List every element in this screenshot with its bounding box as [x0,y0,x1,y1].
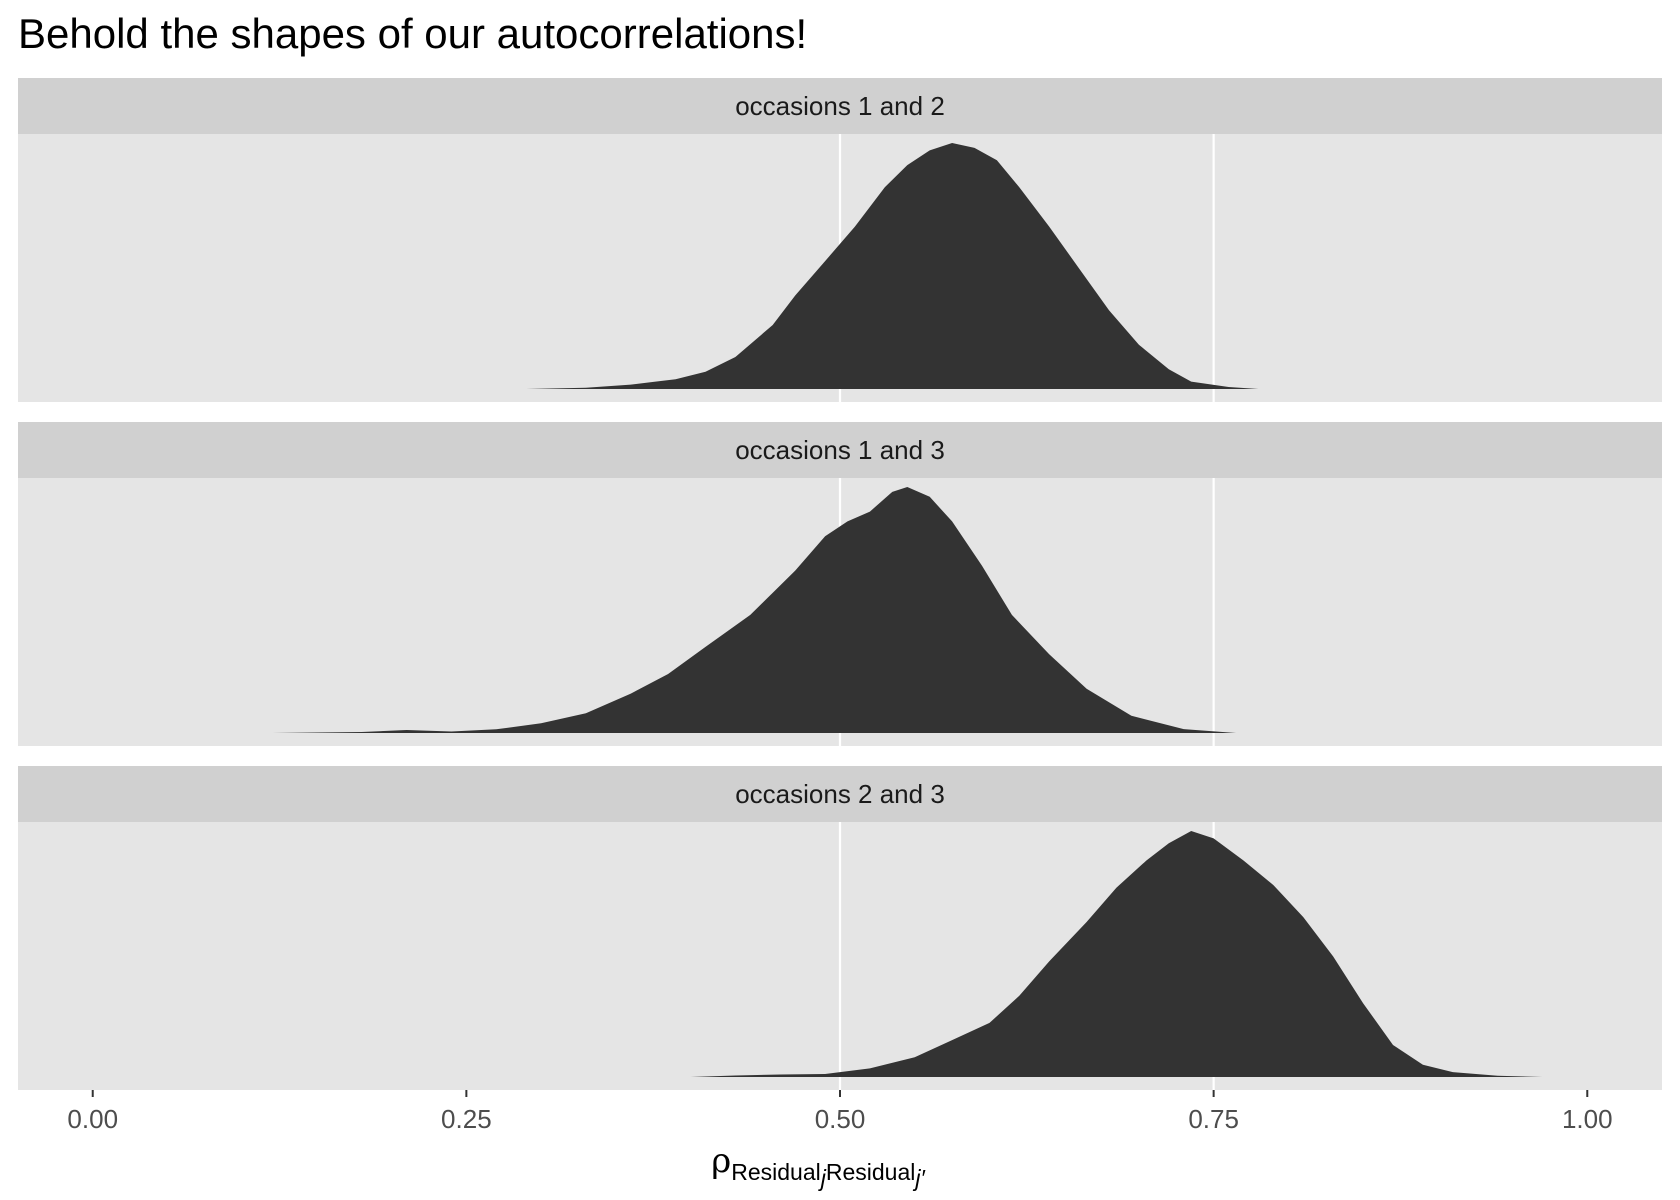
x-tick-label: 0.50 [815,1104,866,1134]
facet-strip-label: occasions 2 and 3 [735,779,945,809]
facet-strip [18,766,1662,822]
density-area [526,143,1259,389]
x-tick-label: 1.00 [1562,1104,1613,1134]
x-tick-label: 0.00 [67,1104,118,1134]
chart-title: Behold the shapes of our autocorrelation… [18,10,808,57]
density-area [272,487,1237,733]
facet-strip-label: occasions 1 and 3 [735,435,945,465]
density-area [690,831,1543,1077]
facet-2: occasions 1 and 3 [18,422,1662,746]
facet-strip [18,78,1662,134]
facet-1: occasions 1 and 2 [18,78,1662,402]
facet-3: occasions 2 and 3 [18,766,1662,1090]
facet-strip-label: occasions 1 and 2 [735,91,945,121]
x-tick-label: 0.25 [441,1104,492,1134]
x-tick-label: 0.75 [1188,1104,1239,1134]
facet-strip [18,422,1662,478]
x-axis-title: ρResidualjResidualj′ [711,1141,925,1191]
